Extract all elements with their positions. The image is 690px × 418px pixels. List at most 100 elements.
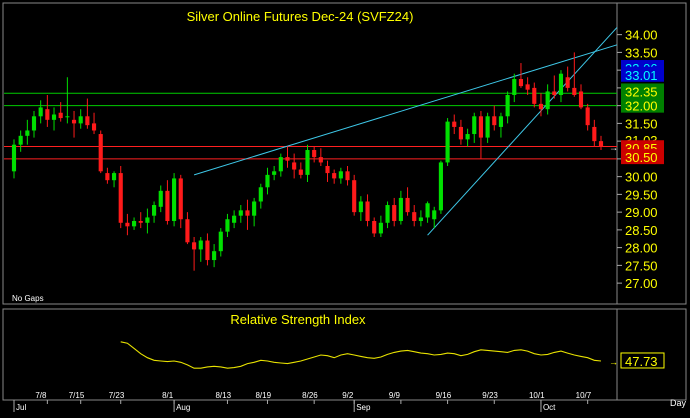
x-tick-label: 8/26 (302, 391, 318, 400)
candle-body (372, 221, 377, 234)
candle-body (385, 205, 390, 223)
y-tick-label: 28.50 (625, 223, 658, 238)
candle-body (11, 144, 17, 172)
price-tag-box (621, 83, 664, 99)
candle-body (132, 221, 137, 227)
candle-body (198, 240, 203, 250)
trendline (427, 27, 618, 236)
candle-body (98, 134, 103, 172)
x-tick-label: 7/15 (69, 391, 85, 400)
y-tick-label: 33.50 (625, 45, 658, 60)
rsi-title: Relative Strength Index (230, 312, 366, 327)
candle-body (425, 203, 430, 218)
candle-body (172, 178, 177, 222)
candle-body (398, 197, 403, 222)
x-tick-label: 8/13 (215, 391, 231, 400)
candle-body (185, 219, 190, 243)
candle-body (578, 91, 584, 108)
x-tick-label: 7/23 (109, 391, 125, 400)
rsi-value-label: 47.73 (625, 354, 658, 369)
x-tick-label: 9/2 (342, 391, 354, 400)
candle-body (18, 135, 23, 145)
x-tick-label: 9/23 (482, 391, 498, 400)
candle-body (438, 162, 443, 211)
candlestick-series: → (11, 52, 618, 271)
candle-body (38, 107, 43, 117)
candle-body (472, 116, 477, 135)
candle-body (31, 116, 37, 131)
time-axis: 7/8 7/15 7/23 8/1 8/13 8/19 8/26 9/2 9/9 9/16 9/23… (13, 391, 592, 412)
candle-body (585, 107, 590, 126)
x-tick-label: 10/7 (576, 391, 592, 400)
month-label: Oct (543, 403, 556, 412)
candle-body (392, 205, 397, 222)
candle-body (258, 187, 263, 202)
candle-body (298, 169, 303, 175)
candle-body (152, 205, 157, 216)
trendline (193, 44, 618, 176)
rsi-value-box (620, 352, 665, 369)
candle-body (358, 201, 363, 213)
candle-body (205, 240, 210, 261)
y-tick-label: 34.00 (625, 28, 658, 43)
candle-body (532, 87, 537, 104)
candle-body (552, 91, 557, 95)
candle-body (158, 190, 163, 207)
candle-body (218, 231, 223, 252)
candle-body (325, 165, 330, 174)
candle-body (111, 173, 117, 181)
candle-body (252, 201, 257, 216)
price-tag-label: 33.01 (625, 68, 658, 83)
candle-body (332, 173, 337, 179)
price-tag-box (621, 66, 664, 82)
chart-title: Silver Online Futures Dec-24 (SVFZ24) (187, 9, 414, 24)
month-label: Aug (176, 403, 190, 412)
candle-body (118, 173, 123, 223)
candle-body (538, 103, 544, 110)
candle-body (572, 87, 577, 95)
candle-body (365, 201, 370, 222)
x-tick-label: 8/19 (255, 391, 271, 400)
candle-body (458, 126, 463, 140)
x-tick-label: 10/1 (529, 391, 545, 400)
x-tick-label: 8/1 (162, 391, 174, 400)
candle-body (192, 242, 197, 250)
y-tick-label: 27.50 (625, 258, 658, 273)
rsi-last-marker: → (609, 357, 618, 367)
candle-body (85, 116, 90, 126)
price-tag-label: 32.00 (625, 99, 658, 114)
candle-body (165, 190, 170, 222)
candle-body (592, 126, 597, 142)
candle-body (105, 173, 110, 181)
trendlines (193, 27, 618, 236)
candle-body (378, 222, 383, 234)
candle-body (45, 109, 50, 120)
price-tag-box (621, 149, 664, 165)
candle-body (265, 174, 270, 188)
candle-body (405, 197, 410, 213)
candle-body (565, 77, 570, 88)
candle-body (312, 150, 317, 158)
x-tick-label: 7/8 (35, 391, 47, 400)
y-tick-label: 29.00 (625, 205, 658, 220)
candle-body (138, 221, 143, 223)
y-tick-label: 31.50 (625, 116, 658, 131)
candle-body (545, 91, 550, 110)
candle-body (418, 217, 423, 222)
candle-body (338, 171, 343, 179)
price-tag-label: 30.50 (625, 150, 658, 165)
month-label: Sep (356, 403, 371, 412)
candle-body (71, 119, 77, 124)
candle-body (125, 222, 130, 227)
candle-body (292, 162, 297, 170)
candle-body (558, 73, 564, 95)
candle-body (58, 112, 63, 119)
candle-body (65, 116, 70, 118)
rsi-line (120, 341, 602, 369)
candle-body (285, 157, 290, 161)
candle-body (465, 134, 470, 140)
candle-body (345, 171, 350, 181)
candle-body (505, 94, 510, 117)
